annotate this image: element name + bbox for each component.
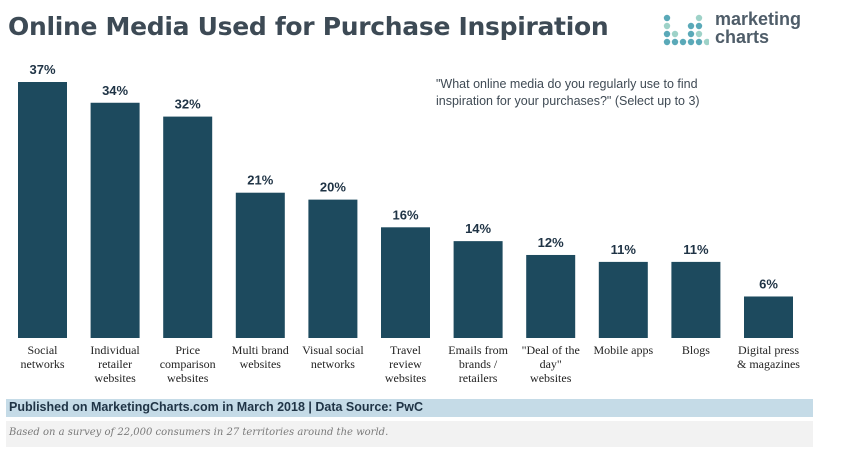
category-label: Mobile apps (593, 343, 653, 357)
logo-dots-icon (663, 14, 709, 46)
data-label: 16% (392, 207, 418, 222)
logo-line-1: marketing (715, 9, 802, 29)
bar (308, 199, 358, 338)
data-label: 37% (29, 62, 55, 77)
data-label: 11% (683, 242, 709, 257)
bar (744, 296, 793, 338)
chart-title: Online Media Used for Purchase Inspirati… (8, 12, 609, 41)
chart-frame: Online Media Used for Purchase Inspirati… (6, 10, 813, 447)
category-label: "Deal of the day" websites (522, 343, 580, 385)
logo-line-2: charts (715, 27, 770, 47)
bar (453, 241, 503, 338)
bar-chart: 37% Social networks 34% Individual retailer we… (18, 62, 800, 385)
footer-source: Published on MarketingCharts.com in Marc… (9, 400, 424, 414)
footer-note: Based on a survey of 22,000 consumers in… (9, 427, 389, 438)
data-label: 12% (538, 235, 564, 250)
bar (163, 116, 213, 338)
bar (526, 254, 576, 338)
data-label: 32% (175, 97, 201, 112)
bar (381, 227, 430, 338)
category-label: Visual social networks (302, 343, 364, 371)
category-label: Multi brand websites (232, 343, 289, 371)
data-label: 21% (247, 173, 273, 188)
bar (90, 102, 140, 338)
bar (235, 192, 285, 338)
footer-note-band (6, 421, 813, 447)
marketingcharts-logo: marketing charts (663, 10, 813, 54)
bar (671, 261, 721, 338)
data-label: 6% (759, 276, 778, 291)
bar (18, 82, 67, 338)
data-label: 34% (102, 83, 128, 98)
category-label: Social networks (21, 343, 65, 371)
category-label: Blogs (682, 343, 710, 357)
data-label: 11% (611, 242, 637, 257)
data-label: 20% (320, 180, 346, 195)
category-label: Price comparison websites (160, 343, 216, 385)
category-label: Digital press & magazines (737, 343, 800, 371)
bar (598, 261, 648, 338)
category-label: Individual retailer websites (90, 343, 140, 385)
footer-source-band (6, 399, 813, 417)
survey-question: "What online media do you regularly use … (436, 77, 700, 108)
category-label: Travel review websites (385, 343, 427, 385)
category-label: Emails from brands / retailers (448, 343, 508, 385)
logo-wordmark: marketing charts (715, 10, 801, 46)
data-label: 14% (465, 221, 491, 236)
